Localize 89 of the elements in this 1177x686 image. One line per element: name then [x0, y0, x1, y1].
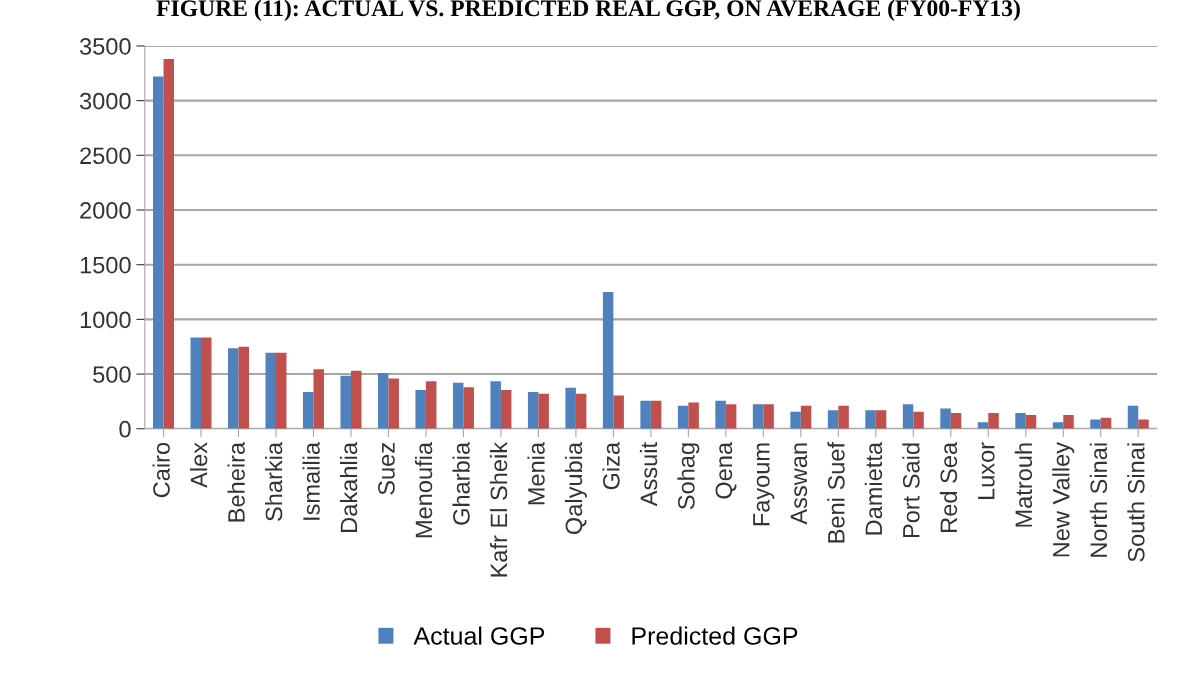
- x-tick-label: Red Sea: [939, 441, 958, 532]
- legend-label: Actual GGP: [413, 626, 545, 645]
- x-tick-label: Dakahlia: [339, 441, 358, 532]
- bar: [950, 412, 962, 429]
- bar: [602, 292, 614, 429]
- bar: [1127, 405, 1139, 429]
- bar: [688, 402, 699, 429]
- bar: [1090, 419, 1101, 429]
- legend-label: Predicted GGP: [632, 626, 798, 645]
- x-tick-label: Assuit: [639, 442, 658, 507]
- x-tick-label: Sohag: [677, 443, 700, 510]
- x-tick-label: Gharbia: [452, 441, 470, 525]
- x-tick-label: Port Said: [902, 443, 920, 538]
- bar: [613, 395, 624, 429]
- bar: [350, 370, 362, 429]
- bar: [490, 381, 501, 429]
- bar: [800, 405, 812, 429]
- bar: [827, 410, 839, 429]
- y-tick-label: 3000: [79, 92, 131, 110]
- bar: [1063, 415, 1074, 429]
- bar: [913, 411, 924, 429]
- x-tick-label: North Sinai: [1089, 443, 1108, 557]
- x-tick-label: Matrouh: [1014, 443, 1033, 527]
- bar: [640, 400, 651, 429]
- x-tick-label: Cairo: [152, 442, 170, 498]
- x-tick-label: Sharkia: [264, 441, 283, 521]
- x-tick-label: Qena: [715, 441, 737, 499]
- bar: [163, 59, 175, 429]
- bar: [650, 400, 662, 429]
- y-tick-label: 3500: [79, 38, 131, 55]
- bar: [377, 372, 389, 429]
- bar: [452, 382, 464, 429]
- y-tick-label: 2500: [80, 147, 131, 165]
- x-tick-label: Luxor: [978, 442, 995, 500]
- bar: [940, 408, 951, 429]
- bar: [538, 393, 549, 429]
- x-tick-label: Giza: [602, 441, 620, 490]
- bar: [463, 387, 474, 429]
- x-tick-label: Kafr El Sheik: [489, 441, 508, 577]
- bar: [1025, 415, 1037, 429]
- bar: [988, 412, 999, 429]
- bar: [527, 392, 539, 429]
- bar: [302, 392, 314, 429]
- bar: [153, 76, 164, 429]
- bar: [388, 378, 399, 429]
- x-tick-label: Alex: [190, 442, 208, 488]
- bar: [500, 389, 512, 429]
- x-tick-label: Menoufia: [414, 441, 433, 538]
- y-tick-label: 1500: [80, 256, 131, 274]
- x-tick-label: Asswan: [790, 443, 808, 525]
- chart-title: FIGURE (11): ACTUAL VS. PREDICTED REAL GGP, ON AVERAGE (FY00-FY13): [156, 0, 1020, 21]
- bar: [265, 352, 276, 429]
- bar: [677, 405, 689, 429]
- bar: [725, 404, 737, 429]
- bar: [752, 404, 764, 429]
- bar: [275, 352, 287, 429]
- bar: [190, 337, 202, 429]
- bar: [415, 389, 426, 429]
- bar: [228, 348, 239, 429]
- bar: [763, 404, 774, 429]
- y-tick-label: 0: [119, 420, 131, 438]
- bar: [340, 375, 351, 429]
- bar: [838, 405, 849, 429]
- bar: [875, 410, 887, 429]
- x-tick-label: Damietta: [864, 441, 883, 535]
- bar: [790, 411, 801, 429]
- x-tick-label: Qalyubia: [564, 441, 587, 535]
- bar: [201, 337, 212, 429]
- bar: [313, 369, 324, 429]
- x-tick-label: New Valley: [1052, 441, 1075, 557]
- x-tick-label: Ismailia: [302, 441, 320, 520]
- y-tick-label: 1000: [80, 311, 131, 329]
- bar: [1138, 419, 1149, 429]
- bar: [238, 346, 249, 429]
- x-tick-label: Fayoum: [753, 443, 775, 526]
- bar: [565, 387, 576, 429]
- bar: [715, 400, 726, 429]
- bar: [1015, 412, 1026, 429]
- bar: [865, 410, 876, 429]
- bar: [902, 404, 914, 429]
- x-tick-label: Suez: [378, 443, 395, 495]
- x-tick-label: Beheira: [227, 441, 245, 522]
- y-tick-label: 2000: [80, 202, 131, 219]
- y-tick-label: 500: [93, 366, 131, 383]
- x-tick-label: Menia: [527, 441, 545, 505]
- x-tick-label: South Sinai: [1127, 443, 1145, 562]
- bar: [425, 381, 437, 429]
- bar: [575, 393, 587, 429]
- x-tick-label: Beni Suef: [827, 441, 845, 543]
